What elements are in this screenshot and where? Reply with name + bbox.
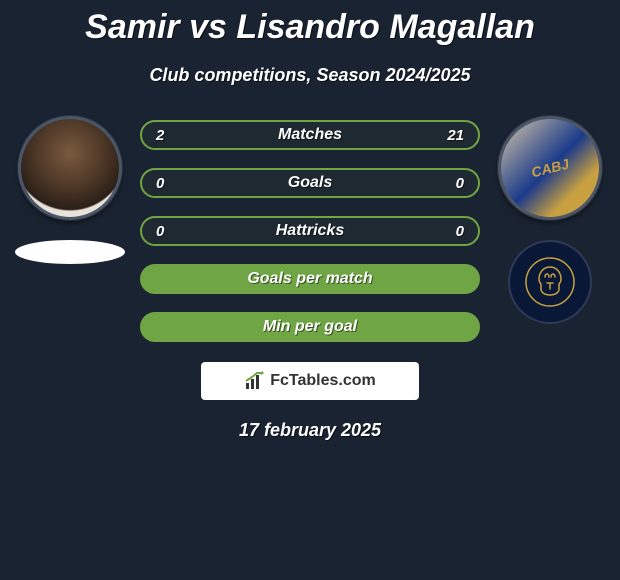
player-left-column — [18, 116, 122, 264]
puma-icon — [525, 257, 575, 307]
stat-label: Min per goal — [263, 318, 357, 336]
comparison-content: 2 Matches 21 0 Goals 0 0 Hattricks 0 Goals per ma… — [0, 116, 620, 342]
stat-right-value: 0 — [436, 223, 464, 240]
player-left-avatar — [18, 116, 122, 220]
stats-column: 2 Matches 21 0 Goals 0 0 Hattricks 0 Goals per ma… — [140, 120, 480, 342]
stat-left-value: 2 — [156, 127, 184, 144]
stat-label: Goals per match — [247, 270, 372, 288]
fctables-logo: FcTables.com — [201, 362, 419, 400]
stat-left-value: 0 — [156, 175, 184, 192]
stat-label: Hattricks — [276, 222, 344, 240]
stat-label: Matches — [278, 126, 342, 144]
stat-row-hattricks: 0 Hattricks 0 — [140, 216, 480, 246]
stat-row-min-per-goal: Min per goal — [140, 312, 480, 342]
player-right-club-badge — [508, 240, 592, 324]
date-label: 17 february 2025 — [0, 420, 620, 441]
stat-right-value: 21 — [436, 127, 464, 144]
subtitle: Club competitions, Season 2024/2025 — [0, 65, 620, 86]
stat-label: Goals — [288, 174, 332, 192]
logo-text: FcTables.com — [270, 372, 376, 390]
stat-left-value: 0 — [156, 223, 184, 240]
player-left-club-badge — [15, 240, 125, 264]
page-title: Samir vs Lisandro Magallan — [0, 0, 620, 47]
stat-row-matches: 2 Matches 21 — [140, 120, 480, 150]
player-right-column: CABJ — [498, 116, 602, 324]
stat-row-goals-per-match: Goals per match — [140, 264, 480, 294]
stat-row-goals: 0 Goals 0 — [140, 168, 480, 198]
chart-icon — [244, 371, 266, 391]
player-right-avatar: CABJ — [498, 116, 602, 220]
player-right-avatar-text: CABJ — [530, 156, 571, 181]
stat-right-value: 0 — [436, 175, 464, 192]
